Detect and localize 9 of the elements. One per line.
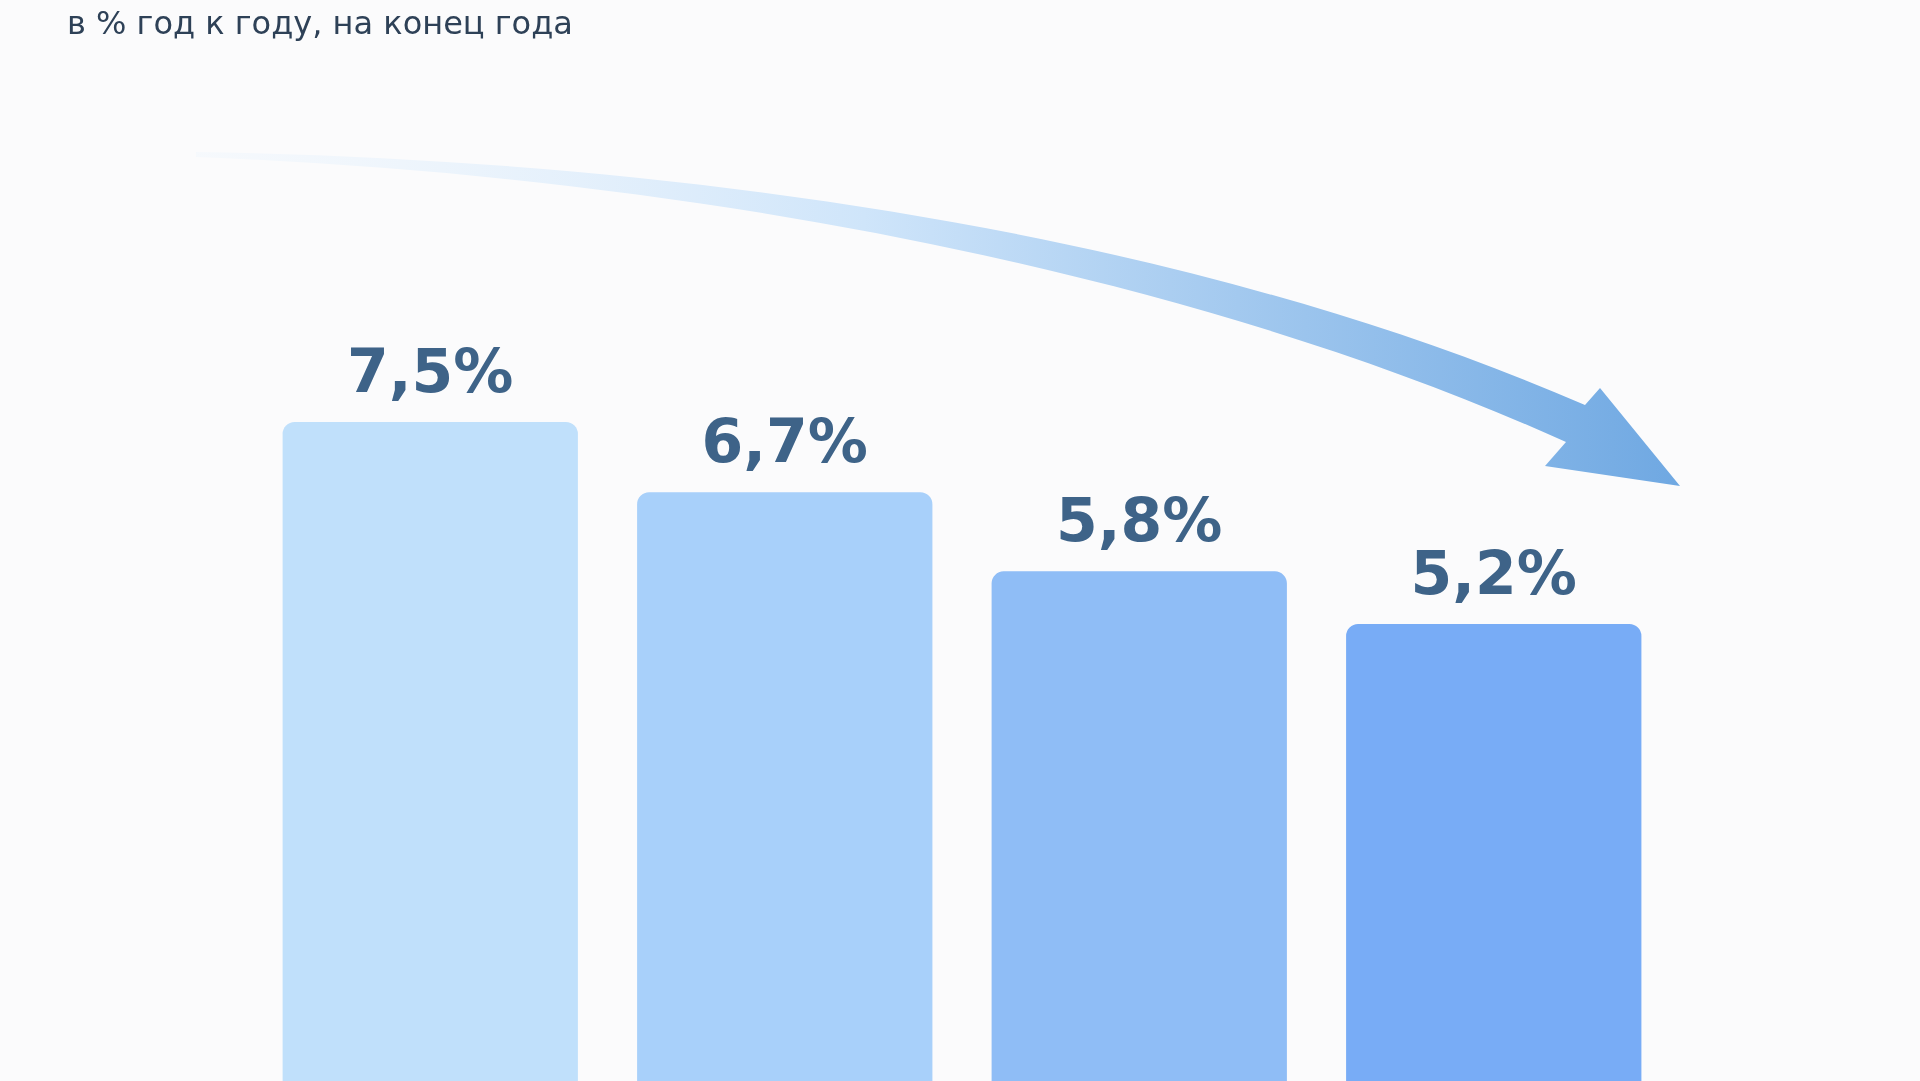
bar xyxy=(1346,624,1642,1081)
bar xyxy=(991,571,1287,1081)
data-label: 5,8% xyxy=(1056,485,1223,556)
chart-title: в % год к году, на конец года xyxy=(67,4,573,42)
data-label: 6,7% xyxy=(701,406,868,477)
bar xyxy=(637,492,933,1081)
bar xyxy=(282,422,578,1081)
data-label: 7,5% xyxy=(347,336,514,406)
data-label: 5,2% xyxy=(1410,538,1577,609)
